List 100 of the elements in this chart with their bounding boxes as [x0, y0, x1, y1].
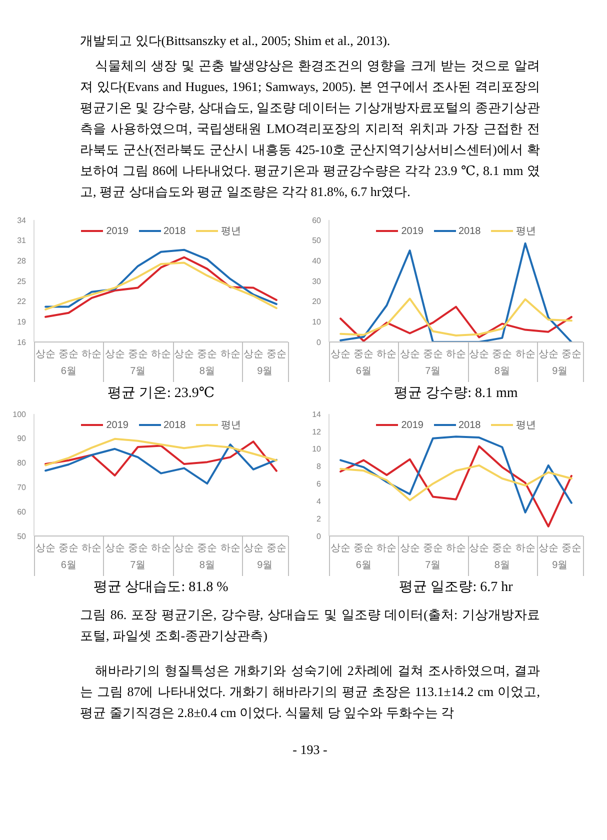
y-tick-label: 34 — [17, 216, 27, 225]
y-tick-label: 50 — [17, 532, 27, 541]
line-series — [44, 438, 278, 466]
text: 7월 — [424, 559, 442, 572]
x-tick-label: 상순 — [538, 543, 558, 554]
x-tick-label: 상순 — [400, 349, 420, 360]
text: 9월 — [256, 559, 274, 572]
line-series — [340, 242, 572, 342]
legend-label: 2018 — [164, 420, 186, 430]
y-tick-label: 30 — [312, 276, 322, 286]
x-tick-label: 중순 — [561, 349, 582, 360]
y-tick-label: 80 — [17, 458, 27, 468]
x-tick-label: 하순 — [515, 349, 536, 360]
text: - 193 - — [292, 741, 328, 759]
text: 해바라기의 형질특성은 개화기와 성숙기에 2차례에 걸쳐 조사하였으며, 결과는 그림 87에 나타내었다. 개화기 해바라기의 평균 초장은 113.1±14.2 cm 이었고, 평균 줄기직경은 2.8±0.4 cm 이었다. 식물체 당 잎수와 두화수는 각 — [80, 662, 540, 722]
x-tick-label: 상순 — [469, 349, 490, 360]
y-tick-label: 14 — [312, 410, 322, 419]
x-tick-label: 중순 — [492, 543, 512, 554]
text: 식물체의 생장 및 곤충 발생양상은 환경조건의 영향을 크게 받는 것으로 알려져 있다(Evans and Hugues, 1961; Samways, 2005). 본 연구에서 조사된 격리포장의 평균기온 및 강수량, 상대습도, 일조량 데이터는 기상개방자료포털의 종관기상관측을 사용하였으며, 국립생태원 LMO격리포장의 지리적 위치과 가장 근접한 전라북도 군산(전라북도 군산시 내흥동 425-10호 군산지역기상서비스센터)에서 확보하여 그림 86에 나타내었다. 평균기온과 평균강수량은 각각 23.9 ℃, 8.1 mm 였고, 평균 상대습도와 평균 일조량은 각각 81.8%, 6.7 hr였다. — [80, 57, 540, 201]
line-series — [44, 248, 278, 308]
x-tick-label: 상순 — [330, 543, 351, 554]
y-tick-label: 12 — [312, 427, 322, 436]
y-tick-label: 60 — [312, 216, 322, 225]
x-tick-label: 상순 — [36, 543, 56, 554]
x-tick-label: 하순 — [151, 349, 171, 360]
x-axis-title: 평균 일조량: 6.7 hr — [398, 579, 514, 596]
text: 7월 — [129, 559, 147, 572]
legend-label: 평년 — [516, 419, 536, 432]
x-tick-label: 중순 — [422, 349, 443, 360]
y-tick-label: 2 — [316, 514, 322, 524]
x-tick-label: 상순 — [469, 543, 490, 554]
x-tick-label: 하순 — [151, 543, 171, 554]
x-tick-label: 하순 — [376, 349, 397, 360]
line-series — [44, 444, 278, 485]
y-tick-label: 40 — [312, 256, 322, 266]
text: 9월 — [256, 365, 274, 378]
y-tick-label: 25 — [17, 276, 27, 286]
text: 7월 — [424, 365, 442, 378]
text: 7월 — [129, 365, 147, 378]
x-tick-label: 상순 — [243, 349, 264, 360]
text: 6월 — [354, 365, 372, 378]
y-tick-label: 28 — [17, 256, 27, 266]
line-series — [340, 436, 572, 514]
y-tick-label: 0 — [316, 532, 322, 541]
x-tick-label: 상순 — [538, 349, 558, 360]
x-tick-label: 상순 — [174, 543, 194, 554]
x-tick-label: 중순 — [128, 349, 148, 360]
legend-label: 2018 — [458, 226, 481, 236]
legend-label: 2019 — [401, 420, 424, 430]
x-tick-label: 중순 — [561, 543, 582, 554]
y-tick-label: 60 — [17, 507, 27, 516]
x-tick-label: 하순 — [82, 543, 102, 554]
legend-label: 평년 — [220, 419, 241, 432]
line-series — [340, 298, 572, 336]
line-series — [44, 262, 278, 310]
x-axis-title: 평균 기온: 23.9℃ — [106, 385, 216, 402]
y-tick-label: 6 — [316, 480, 322, 489]
x-tick-label: 중순 — [128, 543, 148, 554]
y-tick-label: 16 — [17, 338, 27, 347]
text: 6월 — [354, 559, 372, 572]
text: 8월 — [198, 559, 216, 572]
x-tick-label: 하순 — [82, 349, 102, 360]
text: 8월 — [493, 365, 511, 378]
legend-label: 평년 — [220, 225, 241, 238]
x-tick-label: 중순 — [422, 543, 443, 554]
legend-label: 2019 — [401, 226, 424, 236]
x-tick-label: 상순 — [243, 543, 264, 554]
x-tick-label: 중순 — [197, 349, 218, 360]
y-tick-label: 19 — [17, 318, 27, 327]
x-tick-label: 중순 — [266, 349, 286, 360]
line-series — [340, 306, 572, 342]
x-tick-label: 하순 — [376, 543, 397, 554]
y-tick-label: 20 — [312, 297, 322, 306]
x-tick-label: 중순 — [266, 543, 286, 554]
text: 개발되고 있다(Bittsanszky et al., 2005; Shim et al., 2013). — [80, 32, 392, 50]
y-tick-label: 90 — [17, 434, 27, 444]
text: 8월 — [198, 365, 216, 378]
x-tick-label: 하순 — [446, 543, 466, 554]
x-axis-title: 평균 상대습도: 81.8 % — [92, 579, 230, 596]
caption: 그림 86. 포장 평균기온, 강수량, 상대습도 및 일조량 데이터(출처: 기상개방자료포털, 파일셋 조회-종관기상관측) — [80, 606, 540, 645]
x-tick-label: 상순 — [400, 543, 420, 554]
y-tick-label: 100 — [12, 410, 27, 419]
y-tick-label: 10 — [312, 444, 322, 454]
x-tick-label: 상순 — [104, 543, 125, 554]
x-tick-label: 상순 — [36, 349, 56, 360]
x-tick-label: 상순 — [174, 349, 194, 360]
y-tick-label: 4 — [316, 496, 322, 506]
text: 6월 — [60, 559, 78, 572]
y-tick-label: 22 — [17, 297, 27, 306]
x-tick-label: 하순 — [220, 349, 240, 360]
text: 9월 — [551, 559, 569, 572]
x-axis-title: 평균 강수량: 8.1 mm — [393, 385, 519, 402]
text: 8월 — [493, 559, 511, 572]
x-tick-label: 중순 — [58, 349, 79, 360]
line-series — [44, 256, 278, 318]
x-tick-label: 중순 — [58, 543, 79, 554]
y-tick-label: 31 — [17, 236, 27, 246]
y-tick-label: 10 — [312, 318, 322, 327]
x-tick-label: 중순 — [492, 349, 512, 360]
legend-label: 2019 — [106, 420, 128, 430]
